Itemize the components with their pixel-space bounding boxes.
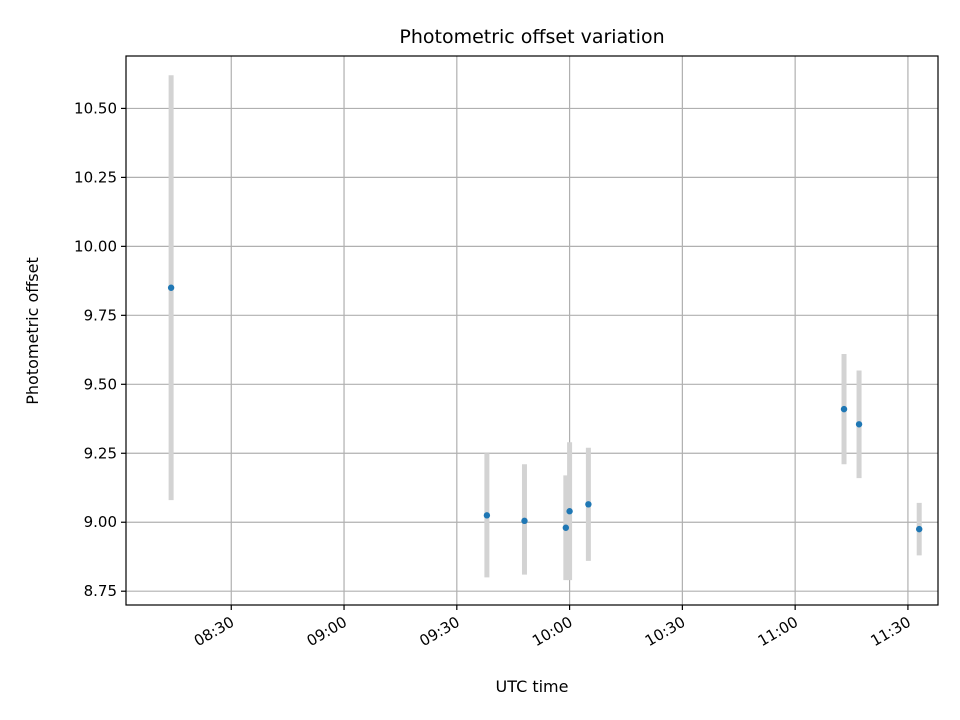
data-point (916, 525, 923, 533)
plot-frame (125, 55, 939, 606)
y-tick-label: 8.75 (84, 582, 117, 600)
data-point (562, 524, 570, 531)
y-tick-label: 9.25 (84, 444, 117, 462)
y-axis-ticks: 8.75 9.00 9.25 9.50 9.75 10.00 10.25 10.50 (74, 99, 126, 600)
grid (126, 56, 938, 605)
y-tick-label: 10.00 (74, 237, 117, 255)
data-point (840, 405, 848, 413)
data-point (566, 508, 573, 515)
y-tick-label: 9.00 (84, 513, 117, 531)
y-axis-label: Photometric offset (23, 257, 42, 405)
data-points (167, 284, 923, 533)
data-point (483, 512, 491, 519)
y-tick-label: 9.75 (84, 306, 117, 324)
data-point (585, 501, 592, 508)
data-point (521, 517, 528, 525)
data-point (167, 284, 175, 291)
data-point (855, 421, 863, 428)
chart-title: Photometric offset variation (399, 26, 664, 48)
y-tick-label: 10.25 (74, 168, 117, 186)
y-tick-label: 10.50 (74, 99, 117, 117)
y-tick-label: 9.50 (84, 375, 117, 393)
x-axis-label: UTC time (496, 677, 569, 696)
